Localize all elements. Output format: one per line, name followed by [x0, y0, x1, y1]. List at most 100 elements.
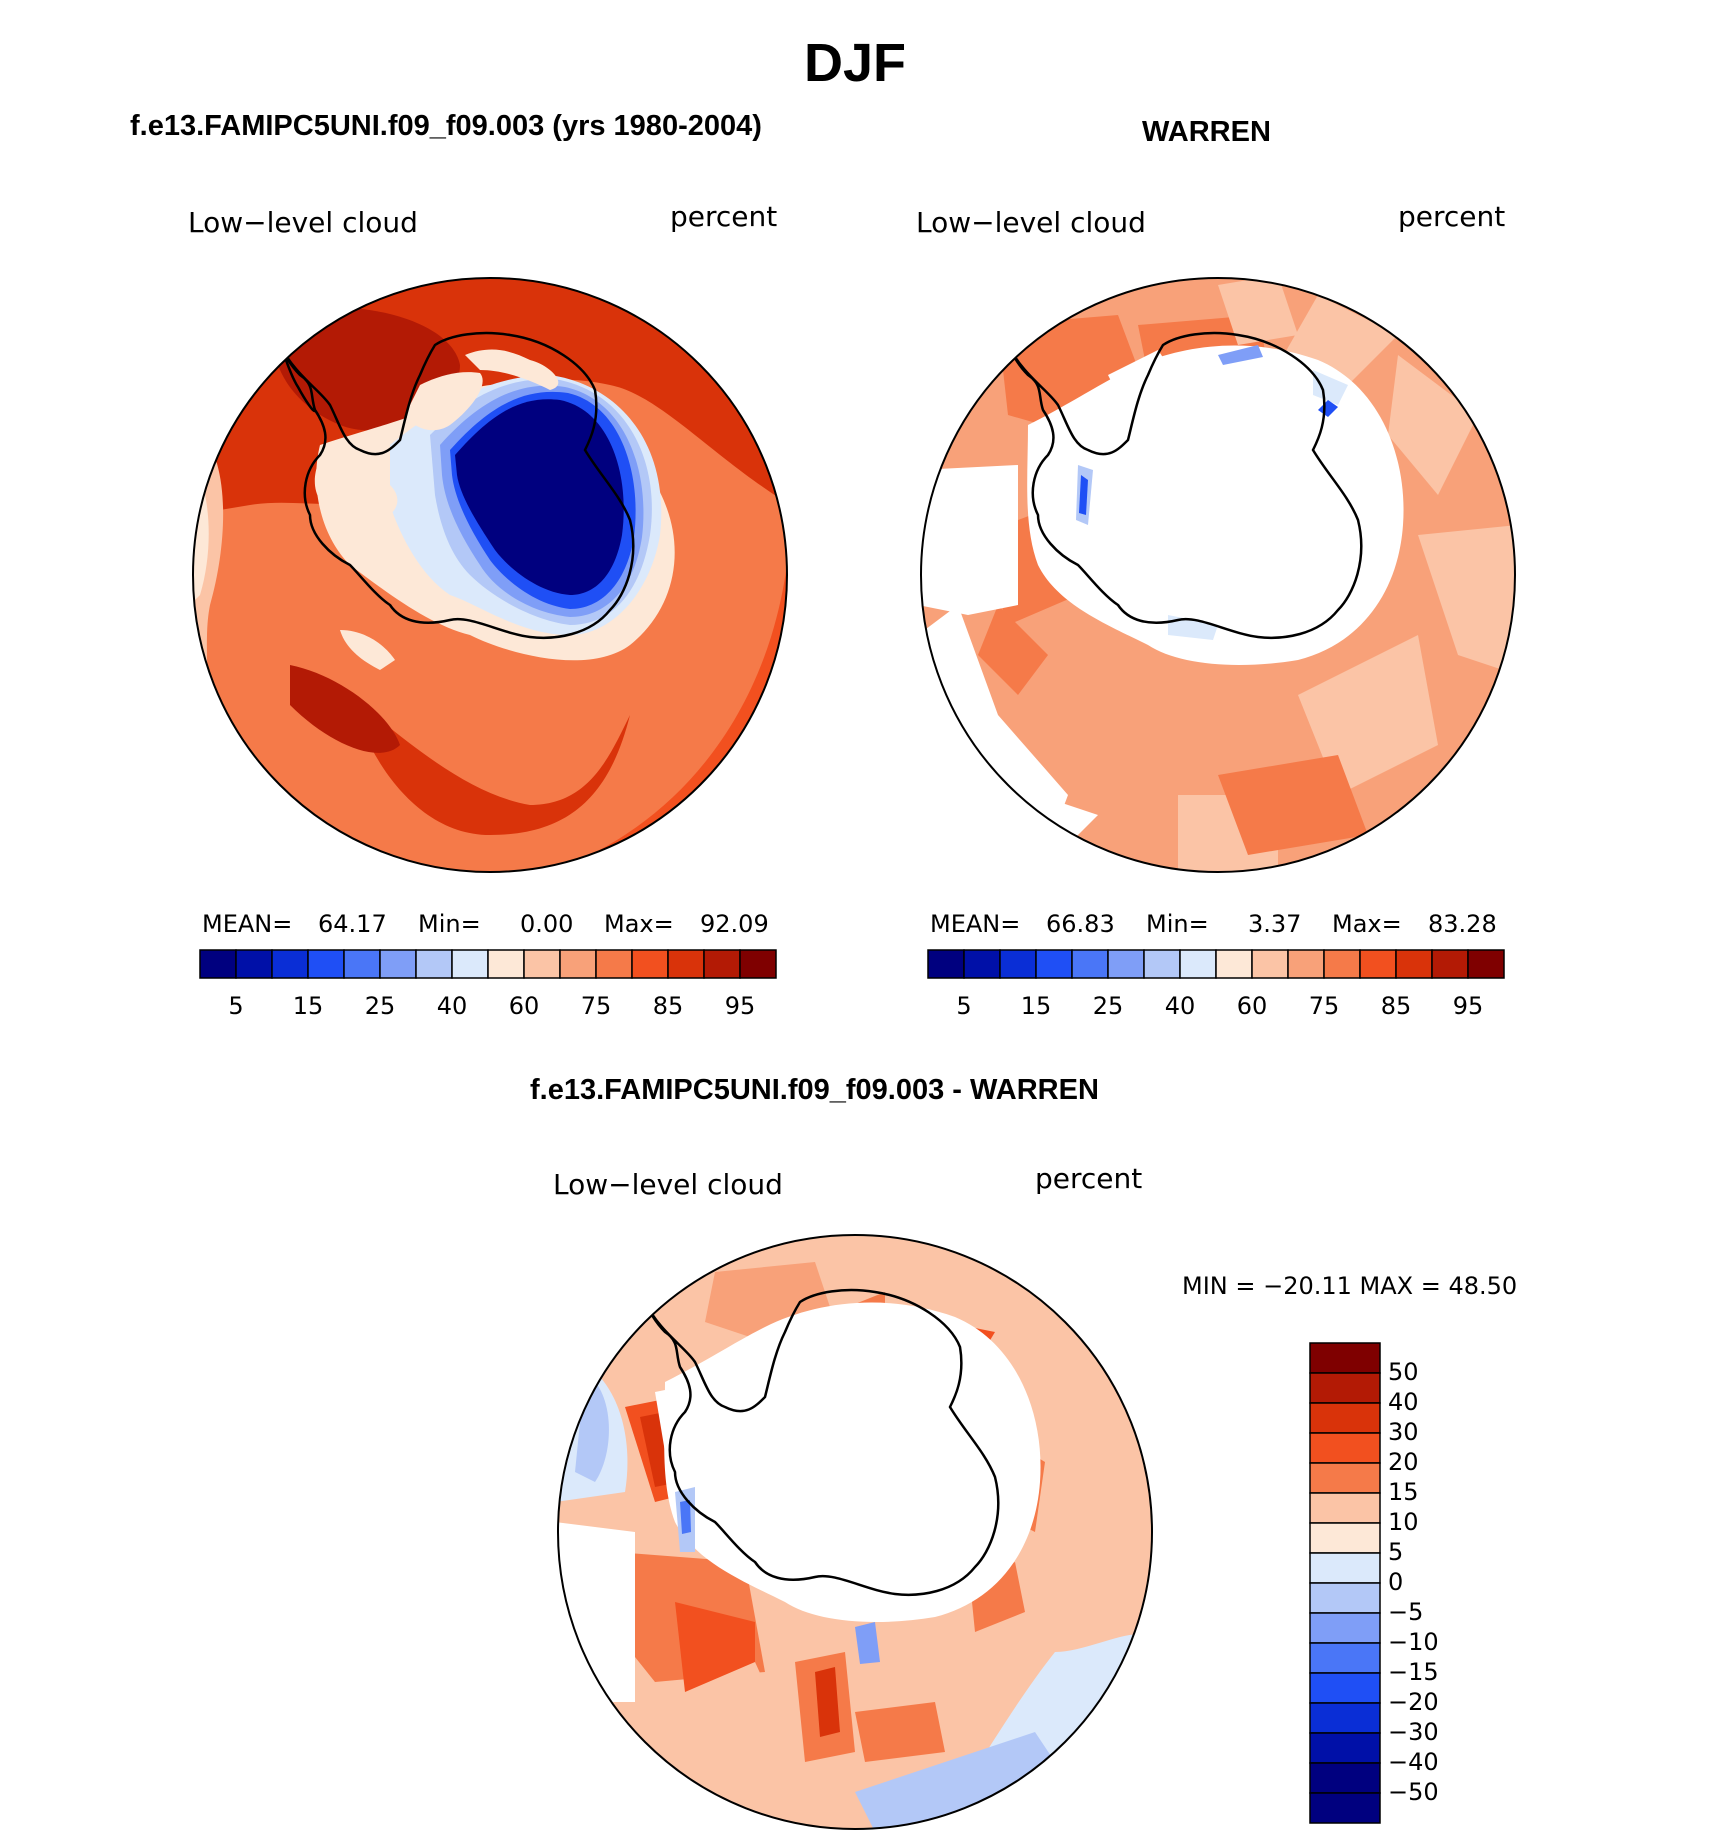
obs-colorbar: [927, 949, 1505, 979]
model-colorbar-box: [199, 949, 237, 979]
diff-colorbar-tick-label: 30: [1388, 1418, 1419, 1446]
model-colorbar-box: [559, 949, 597, 979]
model-colorbar-box: [739, 949, 777, 979]
diff-colorbar-tick-label: 40: [1388, 1388, 1419, 1416]
model-mean-value: 64.17: [318, 910, 387, 938]
model-colorbar: [199, 949, 777, 979]
obs-colorbar-box: [1395, 949, 1433, 979]
model-colorbar-box: [703, 949, 741, 979]
diff-colorbar-tick-label: 0: [1388, 1568, 1404, 1596]
diff-colorbar-box: [1309, 1642, 1381, 1674]
diff-colorbar-box: [1309, 1552, 1381, 1584]
diff-colorbar-box: [1309, 1672, 1381, 1704]
model-min-label: Min=: [418, 910, 481, 938]
diff-colorbar-box: [1309, 1522, 1381, 1554]
diff-colorbar-box: [1309, 1582, 1381, 1614]
model-colorbar-box: [307, 949, 345, 979]
obs-colorbar-tick-label: 15: [1020, 992, 1052, 1020]
model-colorbar-box: [415, 949, 453, 979]
obs-units-label: percent: [1398, 200, 1506, 233]
diff-colorbar: [1309, 1342, 1381, 1824]
diff-colorbar-box: [1309, 1372, 1381, 1404]
obs-colorbar-tick-label: 25: [1092, 992, 1124, 1020]
obs-colorbar-box: [1179, 949, 1217, 979]
obs-colorbar-tick-label: 40: [1164, 992, 1196, 1020]
obs-min-value: 3.37: [1248, 910, 1302, 938]
diff-polar-map: [557, 1234, 1153, 1830]
model-colorbar-box: [271, 949, 309, 979]
obs-colorbar-tick-label: 95: [1452, 992, 1484, 1020]
diff-colorbar-box: [1309, 1612, 1381, 1644]
diff-panel-title: f.e13.FAMIPC5UNI.f09_f09.003 - WARREN: [530, 1074, 1099, 1106]
obs-colorbar-box: [1215, 949, 1253, 979]
model-colorbar-box: [595, 949, 633, 979]
model-colorbar-tick-label: 15: [292, 992, 324, 1020]
obs-colorbar-box: [1251, 949, 1289, 979]
diff-colorbar-box: [1309, 1432, 1381, 1464]
diff-colorbar-tick-label: −40: [1388, 1748, 1439, 1776]
model-min-value: 0.00: [520, 910, 574, 938]
diff-colorbar-tick-label: −30: [1388, 1718, 1439, 1746]
diff-colorbar-tick-label: 5: [1388, 1538, 1404, 1566]
obs-min-label: Min=: [1146, 910, 1209, 938]
obs-max-value: 83.28: [1428, 910, 1497, 938]
model-colorbar-tick-label: 85: [652, 992, 684, 1020]
model-colorbar-tick-label: 60: [508, 992, 540, 1020]
obs-colorbar-box: [927, 949, 965, 979]
model-colorbar-box: [451, 949, 489, 979]
model-panel-title: f.e13.FAMIPC5UNI.f09_f09.003 (yrs 1980-2…: [130, 110, 762, 142]
diff-colorbar-tick-label: −5: [1388, 1598, 1424, 1626]
obs-polar-map: [920, 277, 1516, 873]
model-colorbar-tick-label: 40: [436, 992, 468, 1020]
model-variable-label: Low−level cloud: [188, 206, 418, 239]
obs-colorbar-box: [1107, 949, 1145, 979]
obs-colorbar-box: [1287, 949, 1325, 979]
diff-variable-label: Low−level cloud: [553, 1168, 783, 1201]
obs-colorbar-box: [1143, 949, 1181, 979]
model-colorbar-tick-label: 5: [228, 992, 244, 1020]
obs-colorbar-box: [963, 949, 1001, 979]
obs-colorbar-box: [1431, 949, 1469, 979]
diff-colorbar-tick-label: −15: [1388, 1658, 1439, 1686]
obs-colorbar-tick-label: 85: [1380, 992, 1412, 1020]
obs-mean-value: 66.83: [1046, 910, 1115, 938]
obs-colorbar-box: [1071, 949, 1109, 979]
model-colorbar-tick-label: 75: [580, 992, 612, 1020]
diff-colorbar-tick-label: −50: [1388, 1778, 1439, 1806]
obs-colorbar-tick-label: 60: [1236, 992, 1268, 1020]
diff-min-max-readout: MIN = −20.11 MAX = 48.50: [1182, 1272, 1518, 1300]
model-colorbar-box: [487, 949, 525, 979]
obs-colorbar-tick-label: 5: [956, 992, 972, 1020]
diff-colorbar-tick-label: 50: [1388, 1358, 1419, 1386]
diff-colorbar-box: [1309, 1342, 1381, 1374]
model-colorbar-box: [523, 949, 561, 979]
model-polar-map: [192, 277, 788, 873]
obs-colorbar-box: [999, 949, 1037, 979]
model-colorbar-box: [379, 949, 417, 979]
model-mean-label: MEAN=: [202, 910, 293, 938]
diff-colorbar-box: [1309, 1792, 1381, 1824]
obs-mean-label: MEAN=: [930, 910, 1021, 938]
obs-colorbar-box: [1467, 949, 1505, 979]
obs-max-label: Max=: [1332, 910, 1402, 938]
model-max-value: 92.09: [700, 910, 769, 938]
diff-colorbar-tick-label: −10: [1388, 1628, 1439, 1656]
diff-colorbar-tick-label: 15: [1388, 1478, 1419, 1506]
model-colorbar-box: [235, 949, 273, 979]
diff-colorbar-box: [1309, 1462, 1381, 1494]
obs-variable-label: Low−level cloud: [916, 206, 1146, 239]
diff-colorbar-box: [1309, 1402, 1381, 1434]
obs-panel-title: WARREN: [1142, 116, 1271, 148]
diff-colorbar-box: [1309, 1492, 1381, 1524]
diff-colorbar-tick-label: 20: [1388, 1448, 1419, 1476]
model-colorbar-tick-label: 95: [724, 992, 756, 1020]
model-colorbar-tick-label: 25: [364, 992, 396, 1020]
diff-colorbar-box: [1309, 1762, 1381, 1794]
obs-colorbar-box: [1359, 949, 1397, 979]
model-units-label: percent: [670, 200, 778, 233]
obs-colorbar-box: [1323, 949, 1361, 979]
model-colorbar-box: [343, 949, 381, 979]
diff-units-label: percent: [1035, 1162, 1143, 1195]
obs-colorbar-box: [1035, 949, 1073, 979]
diff-colorbar-tick-label: 10: [1388, 1508, 1419, 1536]
